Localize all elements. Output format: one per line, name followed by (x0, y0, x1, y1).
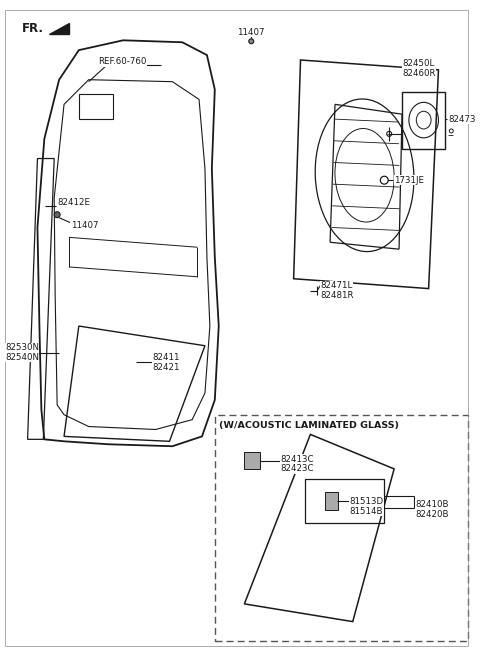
Text: (W/ACOUSTIC LAMINATED GLASS): (W/ACOUSTIC LAMINATED GLASS) (219, 420, 399, 430)
Text: REF.60-760: REF.60-760 (98, 58, 147, 66)
Text: 82412E: 82412E (57, 198, 90, 207)
Ellipse shape (249, 39, 254, 44)
Text: 82473: 82473 (448, 115, 476, 123)
Text: 82540N: 82540N (5, 353, 39, 362)
Polygon shape (49, 22, 69, 34)
Polygon shape (325, 491, 338, 510)
Ellipse shape (380, 176, 388, 184)
Ellipse shape (449, 129, 453, 133)
Text: 11407: 11407 (71, 221, 98, 230)
Text: 1731JE: 1731JE (394, 176, 424, 185)
Text: 81514B: 81514B (350, 507, 384, 516)
Text: 82481R: 82481R (320, 291, 354, 300)
Text: 82460R: 82460R (402, 70, 435, 78)
Text: 82471L: 82471L (320, 281, 352, 290)
Ellipse shape (387, 131, 392, 136)
Text: 82420B: 82420B (416, 510, 449, 519)
Text: 81513D: 81513D (350, 497, 384, 506)
Polygon shape (244, 452, 260, 469)
Text: 82410B: 82410B (416, 500, 449, 509)
Text: 82450L: 82450L (402, 60, 434, 68)
Text: 82413C: 82413C (281, 455, 314, 464)
Text: 11407: 11407 (238, 28, 265, 37)
Text: 82423C: 82423C (281, 464, 314, 474)
Text: 82411: 82411 (153, 353, 180, 362)
Ellipse shape (54, 212, 60, 218)
Text: 82421: 82421 (153, 363, 180, 372)
Text: 82530N: 82530N (5, 343, 39, 352)
Text: FR.: FR. (22, 22, 44, 35)
